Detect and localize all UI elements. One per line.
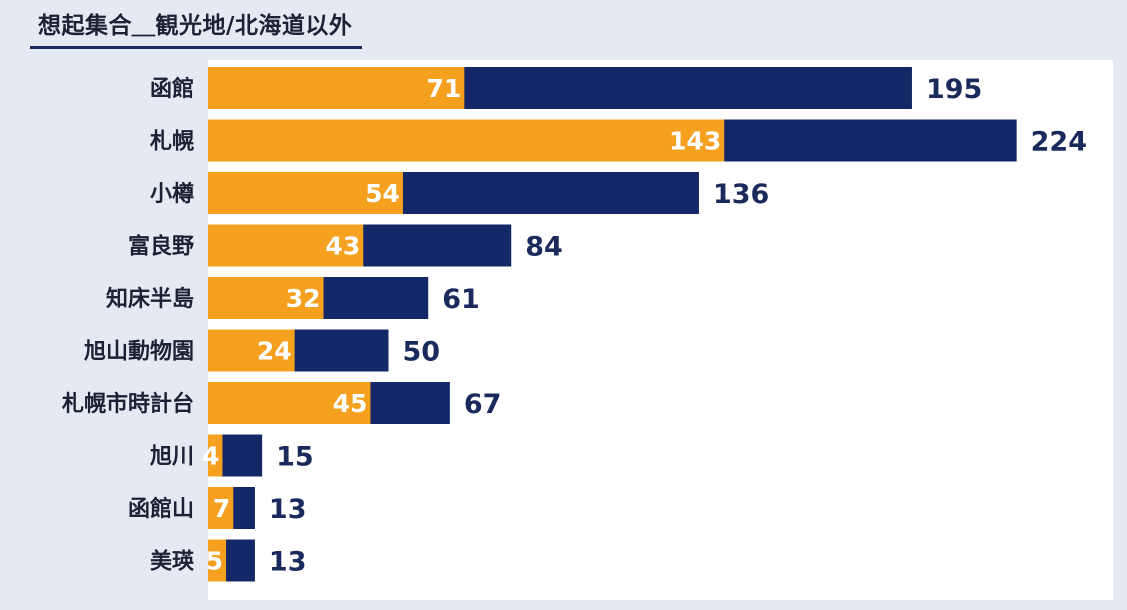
category-label: 札幌市時計台 <box>61 391 194 417</box>
data-label-total: 13 <box>269 547 307 578</box>
bar-sub <box>208 119 725 162</box>
category-label: 知床半島 <box>106 286 194 312</box>
bar-sub <box>208 224 364 267</box>
bar-sub <box>208 67 465 109</box>
data-label-sub: 7 <box>213 494 230 523</box>
category-label: 札幌 <box>149 130 194 155</box>
data-label-sub: 45 <box>333 389 368 418</box>
category-label: 旭川 <box>149 445 194 470</box>
data-label-total: 224 <box>1031 127 1087 158</box>
chart-title: 想起集合＿観光地/北海道以外 <box>30 6 363 49</box>
bar-sub <box>208 329 295 372</box>
data-label-total: 195 <box>926 74 982 105</box>
data-label-sub: 4 <box>202 442 219 471</box>
data-label-sub: 71 <box>427 74 462 103</box>
data-label-total: 67 <box>464 389 502 420</box>
data-label-sub: 5 <box>206 547 223 576</box>
data-label-total: 61 <box>442 284 480 315</box>
data-label-total: 50 <box>403 337 441 368</box>
category-label: 美瑛 <box>150 549 195 575</box>
category-label: 旭山動物園 <box>83 339 194 365</box>
data-label-sub: 43 <box>325 232 360 261</box>
bar-sub <box>208 277 324 319</box>
category-label: 小樽 <box>150 181 194 207</box>
data-label-total: 15 <box>276 442 314 473</box>
data-label-sub: 143 <box>669 127 721 156</box>
bar-sub <box>208 172 403 214</box>
bar-sub <box>208 487 234 529</box>
bar-sub <box>208 434 223 477</box>
data-label-sub: 54 <box>365 179 400 208</box>
data-label-total: 84 <box>525 232 563 263</box>
data-label-total: 13 <box>269 494 307 525</box>
data-label-total: 136 <box>713 179 769 210</box>
category-label: 富良野 <box>128 234 194 260</box>
category-label: 函館 <box>150 76 194 102</box>
bar-sub <box>208 539 227 582</box>
data-label-sub: 24 <box>257 337 292 366</box>
category-label: 函館山 <box>128 496 194 522</box>
data-label-sub: 32 <box>286 284 321 313</box>
bar-sub <box>208 382 371 424</box>
